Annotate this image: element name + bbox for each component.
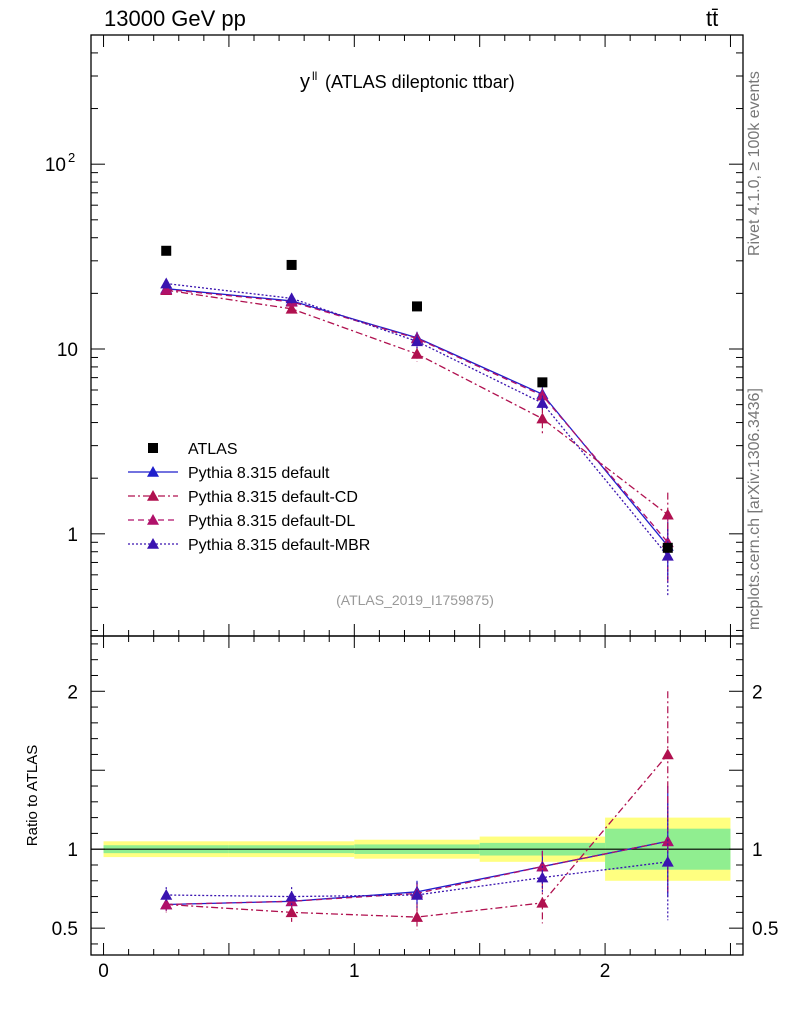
- ratio-y-tick-label: 0.5: [52, 919, 78, 940]
- ratio-y-axis-label: Ratio to ATLAS: [24, 745, 41, 846]
- series-line-dl: [166, 288, 669, 543]
- data-point-atlas: [412, 301, 422, 312]
- point-mbr: [536, 397, 549, 408]
- rivet-version-label: Rivet 4.1.0, ≥ 100k events: [746, 71, 763, 256]
- data-point-atlas: [286, 259, 297, 270]
- mcplots-label: mcplots.cern.ch [arXiv:1306.3436]: [746, 388, 763, 630]
- x-tick-label: 0: [98, 961, 109, 982]
- ratio-point-cd: [285, 906, 298, 918]
- plot-title: y ll (ATLAS dileptonic ttbar): [300, 69, 515, 93]
- point-dl: [536, 389, 549, 401]
- legend-marker-atlas: [148, 443, 158, 453]
- main-y-tick-label: 10: [57, 340, 78, 361]
- point-cd: [536, 412, 549, 424]
- process-label: tt̄: [706, 6, 719, 31]
- point-dl: [160, 283, 173, 295]
- series-line-mbr: [166, 282, 669, 557]
- legend-marker-default: [147, 466, 159, 477]
- data-point-atlas: [161, 245, 172, 256]
- point-mbr: [285, 292, 298, 304]
- ratio-point-cd: [411, 911, 423, 922]
- data-point-atlas: [662, 542, 673, 553]
- legend-label-mbr: Pythia 8.315 default-MBR: [188, 537, 370, 554]
- main-series-atlas-data: [161, 245, 673, 553]
- title-superscript: ll: [312, 69, 317, 83]
- ratio-y-tick-label: 2: [67, 682, 78, 703]
- ratio-point-cd: [536, 896, 549, 908]
- ratio-point-mbr: [661, 855, 674, 867]
- legend-label-dl: Pythia 8.315 default-DL: [188, 513, 355, 530]
- ratio-y-tick-label-right: 1: [752, 840, 763, 861]
- legend-marker-dl: [147, 514, 159, 525]
- x-tick-label: 2: [600, 961, 611, 982]
- main-y-tick-label-exponent: 2: [68, 150, 75, 165]
- main-series-mbr: [160, 277, 674, 597]
- ratio-y-ticks: [91, 643, 743, 945]
- title-main: y: [300, 71, 310, 93]
- ratio-point-dl: [160, 898, 173, 910]
- legend-label-default: Pythia 8.315 default: [188, 465, 330, 482]
- ratio-point-mbr: [285, 890, 298, 902]
- ratio-y-tick-label-right: 0.5: [752, 919, 778, 940]
- ratio-y-tick-label: 1: [67, 840, 78, 861]
- main-y-tick-label: 10: [45, 155, 66, 176]
- point-cd: [661, 508, 674, 520]
- main-y-ticks: [91, 34, 743, 631]
- x-tick-label: 1: [349, 961, 360, 982]
- point-cd: [285, 302, 298, 314]
- ratio-point-mbr: [160, 888, 173, 900]
- main-y-tick-label: 1: [67, 525, 78, 546]
- point-mbr: [411, 335, 423, 347]
- legend-label-atlas: ATLAS: [188, 441, 238, 458]
- ratio-panel-frame: [90, 635, 744, 956]
- analysis-label: (ATLAS_2019_I1759875): [336, 592, 494, 608]
- ratio-point-cd: [661, 748, 674, 760]
- point-cd: [411, 347, 423, 359]
- x-axis-ticks: [103, 35, 731, 955]
- ratio-point-mbr: [411, 888, 423, 900]
- energy-label: 13000 GeV pp: [104, 6, 246, 31]
- legend: ATLAS Pythia 8.315 default Pythia 8.315 de…: [128, 441, 370, 554]
- data-point-atlas: [537, 377, 548, 388]
- ratio-point-mbr: [536, 871, 549, 883]
- ratio-series-mbr: [160, 803, 674, 921]
- point-mbr: [661, 549, 674, 561]
- legend-marker-cd: [147, 490, 159, 501]
- ratio-y-tick-label-right: 2: [752, 682, 763, 703]
- legend-label-cd: Pythia 8.315 default-CD: [188, 489, 358, 506]
- title-suffix: (ATLAS dileptonic ttbar): [325, 72, 515, 92]
- main-series-default: [160, 282, 674, 581]
- series-line-default: [166, 288, 669, 547]
- point-mbr: [160, 277, 173, 289]
- legend-marker-mbr: [147, 538, 159, 549]
